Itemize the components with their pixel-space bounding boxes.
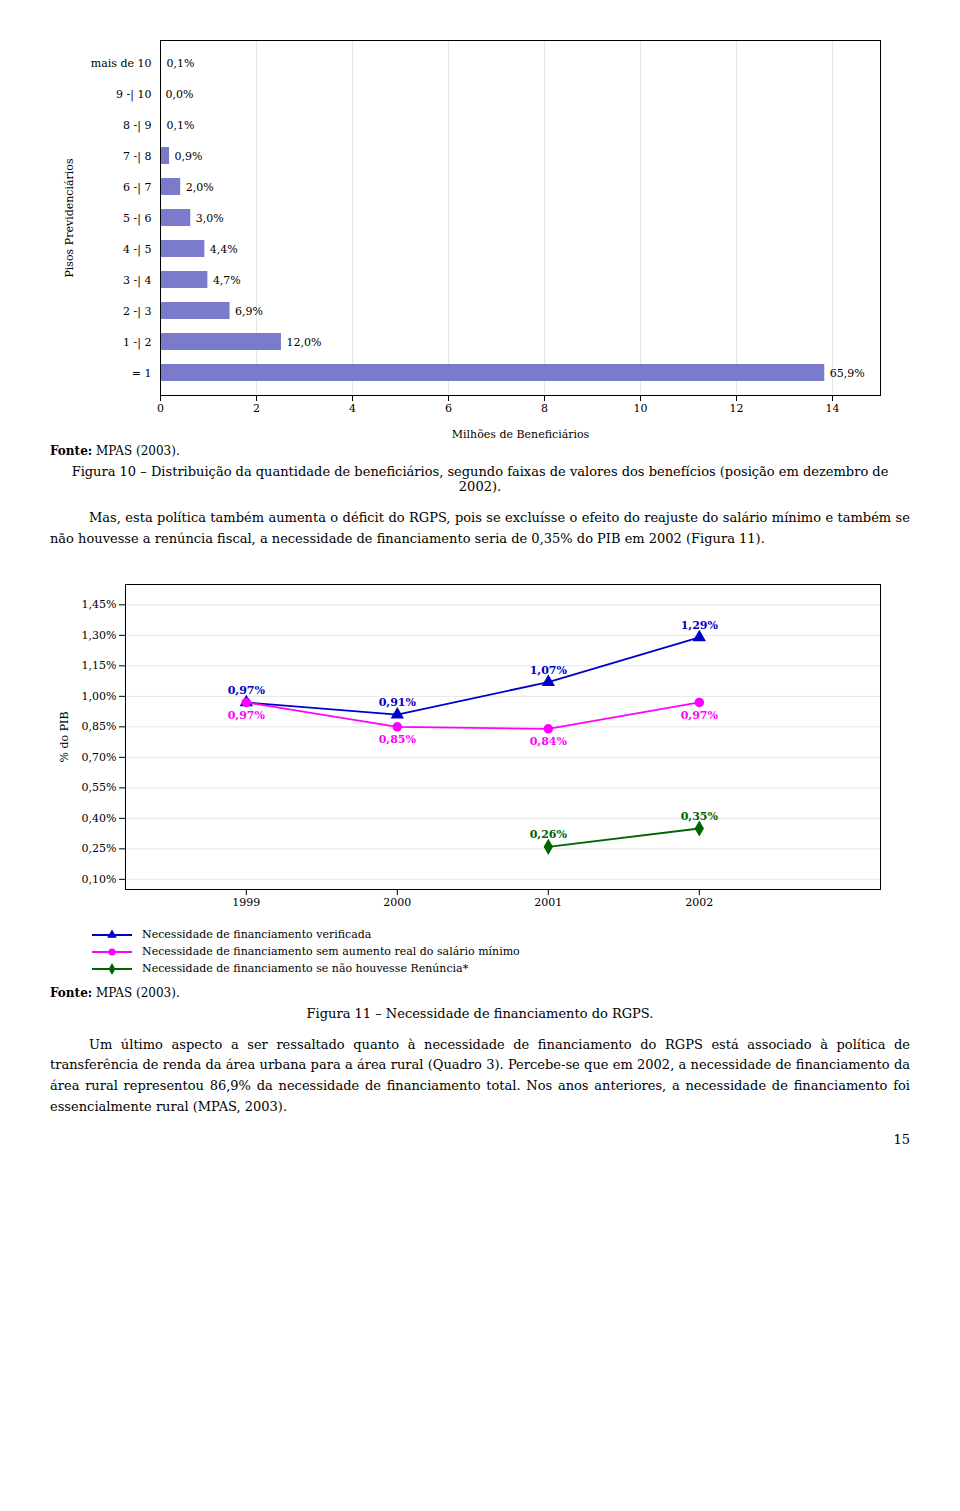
html-text:Figura 10 – Distribuição da qu: Figura 10 – Distribuição da quantidade d… [71, 464, 889, 494]
svg-text:12: 12 [730, 402, 744, 415]
svg-text:8 -| 9: 8 -| 9 [123, 119, 151, 133]
svg-text:8: 8 [541, 402, 548, 415]
svg-text:0,25%: 0,25% [82, 842, 117, 855]
html-text:Necessidade de financiamento v: Necessidade de financiamento verificada [142, 928, 372, 942]
svg-text:12,0%: 12,0% [286, 336, 321, 349]
svg-text:Milhões de Beneficiários: Milhões de Beneficiários [452, 428, 590, 441]
svg-text:0,1%: 0,1% [167, 119, 195, 132]
svg-text:= 1: = 1 [132, 367, 152, 380]
svg-text:0,97%: 0,97% [228, 684, 266, 697]
svg-text:% do PIB: % do PIB [58, 711, 71, 762]
svg-text:6 -| 7: 6 -| 7 [123, 181, 151, 195]
svg-text:4,4%: 4,4% [210, 243, 238, 256]
svg-text:1,07%: 1,07% [530, 663, 568, 676]
svg-text:2,0%: 2,0% [186, 181, 214, 194]
svg-text:10: 10 [634, 402, 648, 415]
svg-text:0,0%: 0,0% [166, 88, 194, 101]
svg-text:1,15%: 1,15% [82, 659, 117, 672]
svg-text:2 -| 3: 2 -| 3 [123, 305, 151, 319]
svg-text:3,0%: 3,0% [196, 212, 224, 225]
svg-text:7 -| 8: 7 -| 8 [123, 150, 151, 164]
svg-text:mais de 10: mais de 10 [91, 57, 152, 70]
html-text:Um último aspecto a ser ressal: Um último aspecto a ser ressaltado quant… [50, 1036, 910, 1114]
svg-text:6: 6 [445, 402, 452, 415]
svg-text:1,45%: 1,45% [82, 598, 117, 611]
svg-text:2001: 2001 [534, 896, 562, 909]
svg-text:1,29%: 1,29% [681, 618, 719, 631]
svg-text:0,84%: 0,84% [530, 735, 568, 748]
svg-text:65,9%: 65,9% [830, 367, 865, 380]
svg-text:0,35%: 0,35% [681, 810, 719, 823]
svg-text:9 -| 10: 9 -| 10 [116, 88, 151, 102]
svg-text:0,91%: 0,91% [379, 696, 417, 709]
svg-text:0,1%: 0,1% [167, 57, 195, 70]
html-text:Fonte: MPAS (2003).: Fonte: MPAS (2003). [50, 985, 180, 1000]
svg-text:0,55%: 0,55% [82, 781, 117, 794]
svg-text:0,85%: 0,85% [379, 733, 417, 746]
svg-text:0,40%: 0,40% [82, 811, 117, 824]
svg-text:0,10%: 0,10% [82, 872, 117, 885]
html-text:Necessidade de financiamento s: Necessidade de financiamento sem aumento… [142, 945, 520, 959]
svg-text:0,9%: 0,9% [175, 150, 203, 163]
html-text:15: 15 [893, 1131, 910, 1147]
svg-text:1,30%: 1,30% [82, 628, 117, 641]
svg-text:1 -| 2: 1 -| 2 [123, 336, 151, 350]
svg-text:14: 14 [826, 402, 840, 415]
svg-text:2: 2 [253, 402, 260, 415]
svg-text:4,7%: 4,7% [213, 274, 241, 287]
svg-text:4: 4 [349, 402, 356, 415]
html-text:Mas, esta política também aume: Mas, esta política também aumenta o défi… [50, 510, 910, 546]
svg-text:Pisos Previdenciários: Pisos Previdenciários [63, 158, 76, 278]
svg-text:0,85%: 0,85% [82, 720, 117, 733]
html-text:Figura 11 – Necessidade de fin: Figura 11 – Necessidade de financiamento… [306, 1005, 654, 1021]
svg-text:6,9%: 6,9% [235, 305, 263, 318]
svg-text:1,00%: 1,00% [82, 689, 117, 702]
svg-text:5 -| 6: 5 -| 6 [123, 212, 151, 226]
html-text:Necessidade de financiamento s: Necessidade de financiamento se não houv… [142, 962, 469, 976]
svg-text:3 -| 4: 3 -| 4 [123, 274, 151, 288]
svg-text:0,70%: 0,70% [82, 750, 117, 763]
svg-text:0,97%: 0,97% [681, 709, 719, 722]
svg-text:2002: 2002 [685, 896, 713, 909]
svg-text:2000: 2000 [383, 896, 411, 909]
svg-text:4 -| 5: 4 -| 5 [123, 243, 151, 257]
svg-text:0,97%: 0,97% [228, 709, 266, 722]
svg-text:0: 0 [157, 402, 164, 415]
svg-text:1999: 1999 [232, 896, 260, 909]
svg-text:0,26%: 0,26% [530, 828, 568, 841]
html-text:Fonte: MPAS (2003).: Fonte: MPAS (2003). [50, 444, 180, 458]
